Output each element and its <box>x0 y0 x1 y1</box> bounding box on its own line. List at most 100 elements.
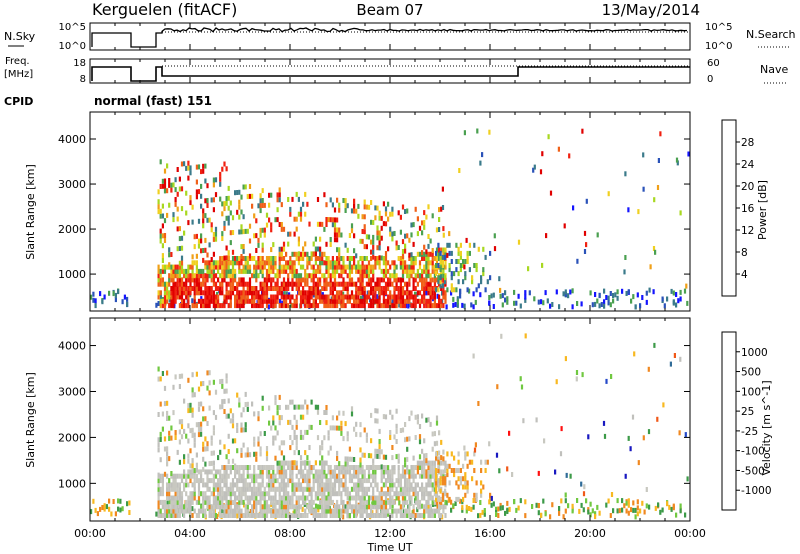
range-gate-cell <box>214 482 218 488</box>
range-gate-cell <box>231 423 235 429</box>
range-gate-cell <box>290 302 293 308</box>
range-gate-cell <box>406 436 409 442</box>
range-gate-cell <box>367 473 371 479</box>
range-gate-cell <box>684 432 687 438</box>
range-gate-cell <box>178 290 181 296</box>
range-gate-cell <box>435 420 439 426</box>
range-gate-cell <box>157 290 160 296</box>
range-gate-cell <box>397 298 400 304</box>
range-gate-cell <box>257 242 260 248</box>
range-gate-cell <box>200 401 203 407</box>
range-gate-cell <box>571 288 574 294</box>
range-gate-cell <box>571 506 574 512</box>
range-gate-cell <box>227 486 230 492</box>
range-gate-cell <box>421 413 424 419</box>
range-gate-cell <box>295 440 298 445</box>
range-gate-cell <box>442 460 445 466</box>
range-gate-cell <box>480 275 483 281</box>
range-gate-cell <box>255 248 258 253</box>
range-gate-cell <box>378 235 381 241</box>
range-gate-cell <box>206 370 209 376</box>
range-gate-cell <box>679 356 682 362</box>
range-gate-cell <box>378 454 381 460</box>
range-gate-cell <box>338 247 341 253</box>
range-gate-cell <box>344 469 347 475</box>
range-gate-cell <box>433 482 436 488</box>
range-gate-cell <box>554 469 557 475</box>
range-gate-cell <box>459 242 462 248</box>
range-gate-cell <box>159 294 162 300</box>
range-gate-cell <box>272 242 275 248</box>
range-gate-cell <box>399 491 402 497</box>
range-gate-cell <box>357 504 360 510</box>
range-gate-cell <box>508 506 511 512</box>
range-gate-cell <box>410 473 413 479</box>
range-gate-cell <box>323 513 326 518</box>
range-gate-cell <box>323 277 326 283</box>
range-gate-cell <box>353 303 356 309</box>
range-gate-cell <box>378 449 381 455</box>
range-gate-cell <box>263 227 266 233</box>
range-gate-cell <box>376 448 379 454</box>
range-gate-cell <box>282 281 286 287</box>
range-gate-cell <box>229 491 232 497</box>
range-gate-cell <box>325 508 328 514</box>
range-gate-cell <box>333 286 337 291</box>
range-gate-cell <box>384 454 388 460</box>
range-gate-cell <box>191 412 194 418</box>
range-gate-cell <box>331 268 334 274</box>
range-gate-cell <box>310 499 313 505</box>
range-gate-cell <box>327 430 330 436</box>
range-gate-cell <box>278 499 281 505</box>
range-gate-cell <box>178 491 181 497</box>
range-gate-cell <box>679 296 682 302</box>
range-gate-cell <box>244 256 247 261</box>
range-gate-cell <box>202 466 205 472</box>
range-gate-cell <box>227 250 230 256</box>
range-gate-cell <box>344 486 347 492</box>
range-gate-cell <box>255 456 258 462</box>
range-gate-cell <box>240 491 243 497</box>
range-gate-cell <box>297 211 300 217</box>
range-gate-cell <box>431 460 434 466</box>
range-gate-cell <box>244 281 247 287</box>
range-gate-cell <box>319 491 322 497</box>
range-gate-cell <box>475 267 478 273</box>
range-gate-cell <box>306 482 309 488</box>
range-gate-cell <box>174 294 177 300</box>
range-gate-cell <box>314 469 317 475</box>
range-gate-cell <box>117 498 120 504</box>
range-gate-cell <box>172 212 175 218</box>
range-gate-cell <box>244 290 247 296</box>
range-gate-cell <box>166 370 169 376</box>
range-gate-cell <box>395 273 398 279</box>
colorbar-tick-label: -25 <box>741 426 758 438</box>
range-gate-cell <box>312 513 315 518</box>
range-gate-cell <box>210 460 213 466</box>
range-gate-cell <box>357 495 360 501</box>
range-gate-cell <box>195 473 198 479</box>
range-gate-cell <box>240 422 243 428</box>
range-gate-cell <box>178 429 181 435</box>
range-gate-cell <box>187 264 190 270</box>
range-gate-cell <box>195 478 198 484</box>
range-gate-cell <box>255 264 258 270</box>
range-gate-cell <box>251 486 254 492</box>
range-gate-cell <box>287 504 290 510</box>
range-gate-cell <box>331 508 334 514</box>
range-gate-cell <box>197 478 201 484</box>
x-tick-label: 16:00 <box>474 527 506 540</box>
range-gate-cell <box>397 478 400 484</box>
range-gate-cell <box>261 264 264 270</box>
range-gate-cell <box>442 273 445 279</box>
range-gate-cell <box>272 260 275 266</box>
range-gate-cell <box>355 303 358 309</box>
range-gate-cell <box>457 459 460 465</box>
range-gate-cell <box>479 160 482 166</box>
range-gate-cell <box>675 512 678 518</box>
range-gate-cell <box>375 294 378 300</box>
range-gate-cell <box>391 294 394 300</box>
range-gate-cell <box>423 220 426 225</box>
range-gate-cell <box>259 486 262 492</box>
range-gate-cell <box>348 260 351 266</box>
